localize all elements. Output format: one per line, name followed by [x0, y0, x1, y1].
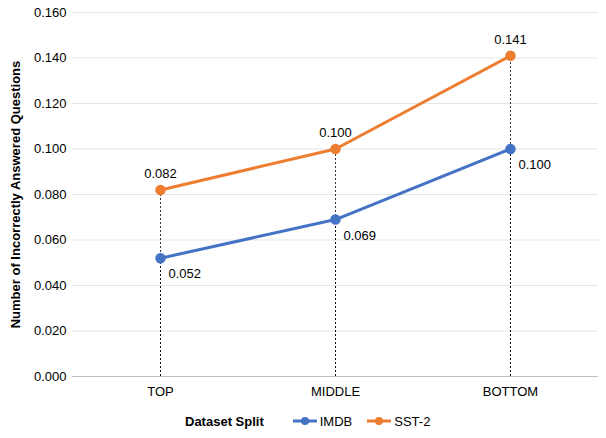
svg-text:MIDDLE: MIDDLE — [311, 384, 360, 399]
svg-text:0.052: 0.052 — [169, 266, 202, 281]
svg-text:0.040: 0.040 — [34, 278, 67, 293]
svg-text:TOP: TOP — [147, 384, 174, 399]
svg-text:BOTTOM: BOTTOM — [483, 384, 538, 399]
svg-text:0.120: 0.120 — [34, 96, 67, 111]
svg-text:0.100: 0.100 — [34, 141, 67, 156]
html-text:SST-2: SST-2 — [394, 413, 431, 429]
html-text:Dataset Split: Dataset Split — [185, 413, 264, 429]
svg-text:0.080: 0.080 — [34, 187, 67, 202]
svg-text:0.020: 0.020 — [34, 323, 67, 338]
html-text:IMDB: IMDB — [319, 413, 353, 429]
svg-text:0.140: 0.140 — [34, 50, 67, 65]
svg-text:0.160: 0.160 — [34, 5, 67, 20]
svg-text:0.000: 0.000 — [34, 369, 67, 384]
svg-text:0.069: 0.069 — [344, 228, 377, 243]
svg-text:0.100: 0.100 — [519, 157, 552, 172]
svg-text:0.082: 0.082 — [144, 166, 177, 181]
svg-text:0.141: 0.141 — [494, 32, 527, 47]
svg-text:Number of Incorrectly Answered: Number of Incorrectly Answered Questions — [8, 61, 23, 329]
svg-text:0.100: 0.100 — [319, 125, 352, 140]
svg-text:0.060: 0.060 — [34, 232, 67, 247]
